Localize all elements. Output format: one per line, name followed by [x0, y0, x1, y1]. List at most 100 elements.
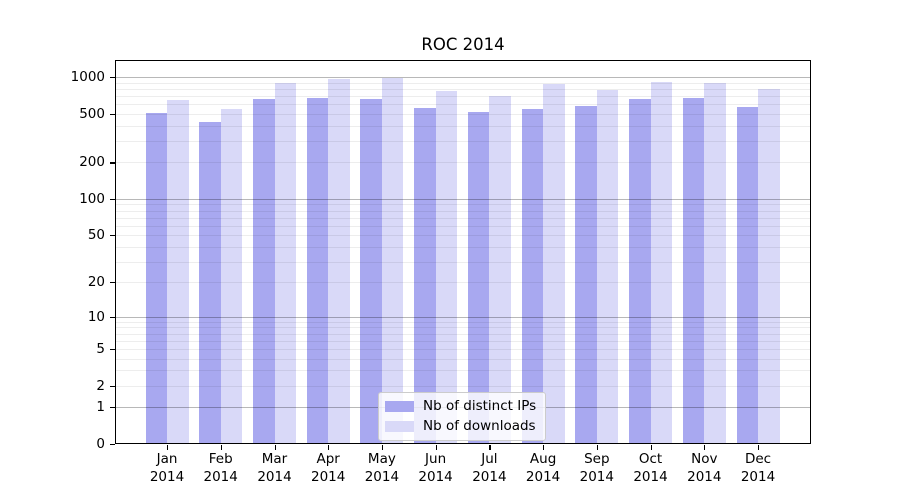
x-tick-label: Oct 2014	[623, 451, 679, 486]
x-tick-label: Jul 2014	[461, 451, 517, 486]
y-tick-mark	[110, 113, 115, 115]
legend-swatch-downloads	[385, 421, 414, 432]
x-tick-month: Aug	[529, 451, 557, 467]
x-tick-month: Apr	[316, 451, 340, 467]
legend-item-downloads: Nb of downloads	[385, 419, 536, 434]
bar-distinct-ips	[145, 113, 167, 444]
y-tick-mark	[110, 282, 115, 284]
gridline-minor	[115, 235, 811, 237]
x-tick-mark	[328, 445, 330, 450]
gridline-minor	[115, 370, 811, 372]
x-tick-month: Feb	[208, 451, 233, 467]
x-tick-mark	[704, 445, 706, 450]
y-tick-mark	[110, 162, 115, 164]
x-tick-mark	[220, 445, 222, 450]
gridline-minor	[115, 82, 811, 84]
x-tick-month: Nov	[691, 451, 718, 467]
bar-distinct-ips	[629, 98, 651, 444]
y-tick-mark	[110, 444, 115, 446]
x-tick-year: 2014	[311, 468, 346, 485]
x-tick-label: Nov 2014	[676, 451, 732, 486]
y-tick-label: 2	[96, 377, 105, 394]
bar-distinct-ips	[414, 107, 436, 444]
x-tick-month: Jun	[425, 451, 447, 467]
x-tick-label: Aug 2014	[515, 451, 571, 486]
y-tick-label: 1	[96, 399, 105, 416]
y-tick-mark	[110, 235, 115, 237]
gridline-major	[115, 77, 811, 79]
legend-item-distinct-ips: Nb of distinct IPs	[385, 399, 536, 414]
gridline-minor	[115, 210, 811, 212]
x-tick-month: Mar	[261, 451, 288, 467]
bar-distinct-ips	[521, 108, 544, 444]
gridline-minor	[115, 225, 811, 227]
y-tick-label: 10	[87, 308, 105, 325]
chart-title: ROC 2014	[421, 35, 505, 54]
gridline-minor	[115, 204, 811, 206]
gridline-minor	[115, 340, 811, 342]
y-tick-mark	[110, 77, 115, 79]
x-tick-label: Mar 2014	[247, 451, 303, 486]
legend-label-distinct-ips: Nb of distinct IPs	[423, 398, 537, 414]
gridline-minor	[115, 282, 811, 284]
x-tick-label: Jan 2014	[139, 451, 195, 486]
gridline-minor	[115, 104, 811, 106]
gridline-minor	[115, 96, 811, 97]
bar-downloads	[274, 83, 296, 444]
bar-distinct-ips	[682, 97, 705, 444]
y-tick-label: 200	[79, 154, 105, 171]
gridline-minor	[115, 113, 811, 115]
gridline-major	[115, 198, 811, 200]
bar-downloads	[167, 99, 189, 444]
x-tick-mark	[274, 445, 276, 450]
y-tick-mark	[110, 198, 115, 201]
gridline-minor	[115, 217, 811, 219]
gridline-minor	[115, 358, 811, 360]
legend-swatch-distinct-ips	[385, 401, 414, 412]
gridline-minor	[115, 261, 811, 263]
bar-downloads	[650, 81, 672, 444]
gridline-minor	[115, 321, 811, 323]
gridline-major	[115, 316, 811, 318]
x-tick-year: 2014	[149, 468, 185, 485]
bar-distinct-ips	[467, 111, 490, 444]
x-tick-mark	[435, 445, 437, 450]
gridline-minor	[115, 246, 811, 248]
bar-downloads	[596, 89, 619, 444]
x-tick-label: May 2014	[354, 451, 410, 486]
x-tick-month: May	[367, 451, 396, 467]
bar-distinct-ips	[575, 106, 597, 444]
x-tick-mark	[543, 445, 545, 450]
gridline-minor	[115, 162, 811, 164]
gridline-minor	[115, 385, 811, 387]
x-tick-label: Feb 2014	[193, 451, 249, 486]
bar-downloads	[381, 77, 404, 444]
bar-distinct-ips	[306, 97, 329, 444]
x-tick-mark	[758, 445, 760, 450]
x-tick-month: Jan	[156, 451, 178, 467]
y-tick-mark	[110, 407, 115, 409]
x-tick-label: Jun 2014	[408, 451, 464, 486]
x-tick-mark	[596, 445, 598, 450]
bar-distinct-ips	[253, 99, 275, 444]
gridline-minor	[115, 88, 811, 90]
bar-downloads	[758, 89, 780, 444]
y-tick-label: 20	[87, 274, 105, 291]
x-tick-mark	[381, 445, 384, 450]
x-tick-label: Dec 2014	[730, 451, 786, 486]
x-tick-year: 2014	[418, 468, 453, 485]
x-tick-mark	[650, 445, 652, 450]
y-tick-label: 500	[79, 105, 105, 122]
bar-downloads	[543, 83, 565, 444]
x-tick-year: 2014	[579, 468, 614, 485]
legend: Nb of distinct IPs Nb of downloads	[378, 392, 547, 441]
x-tick-year: 2014	[687, 468, 722, 485]
gridline-minor	[115, 348, 811, 350]
x-tick-year: 2014	[364, 468, 400, 485]
y-tick-label: 5	[96, 340, 105, 357]
x-tick-year: 2014	[203, 468, 238, 485]
gridline-minor	[115, 327, 811, 329]
bar-downloads	[220, 108, 243, 444]
x-tick-month: Oct	[638, 451, 663, 467]
